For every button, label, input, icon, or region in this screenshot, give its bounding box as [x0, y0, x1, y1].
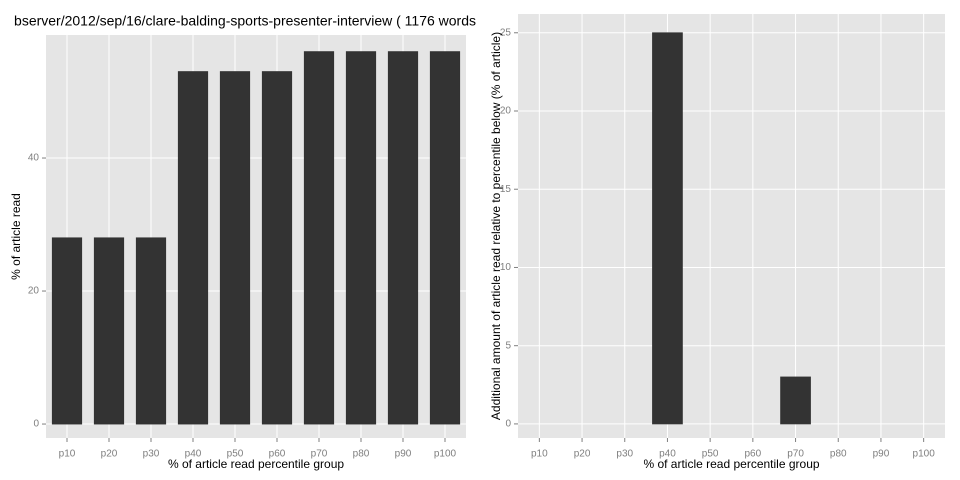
plot-background	[518, 14, 945, 438]
x-tick-label: p80	[353, 449, 370, 460]
x-tick-label: p40	[185, 449, 202, 460]
x-tick-label: p100	[913, 449, 936, 460]
x-axis-label: % of article read percentile group	[643, 457, 819, 471]
x-tick-label: p90	[395, 449, 412, 460]
bar	[177, 71, 209, 425]
x-tick-label: p30	[616, 449, 633, 460]
y-tick-label: 15	[500, 184, 512, 195]
bar	[93, 237, 125, 425]
y-axis-label: Additional amount of article read relati…	[489, 32, 503, 420]
x-tick-label: p60	[745, 449, 762, 460]
x-tick-label: p20	[101, 449, 118, 460]
bar	[135, 237, 167, 425]
bar	[303, 51, 335, 425]
bar	[219, 71, 251, 425]
x-tick-label: p10	[531, 449, 548, 460]
y-tick-label: 0	[33, 419, 39, 430]
bar	[429, 51, 461, 425]
x-tick-label: p10	[59, 449, 76, 460]
x-tick-label: p20	[574, 449, 591, 460]
x-tick-label: p30	[143, 449, 160, 460]
y-tick-label: 0	[505, 419, 511, 430]
y-tick-label: 40	[28, 153, 40, 164]
bar	[387, 51, 419, 425]
bar	[780, 376, 811, 425]
y-axis-label: % of article read	[9, 193, 23, 280]
chart-title: bserver/2012/sep/16/clare-balding-sports…	[14, 13, 476, 29]
bar	[51, 237, 83, 425]
x-tick-label: p70	[311, 449, 328, 460]
x-tick-label: p90	[873, 449, 890, 460]
bar	[345, 51, 377, 425]
x-tick-label: p60	[269, 449, 286, 460]
x-tick-label: p100	[434, 449, 457, 460]
x-tick-label: p40	[659, 449, 676, 460]
y-tick-label: 10	[500, 262, 512, 273]
x-tick-label: p50	[227, 449, 244, 460]
bar	[652, 32, 683, 425]
y-tick-label: 25	[500, 27, 512, 38]
y-tick-label: 20	[28, 286, 40, 297]
x-tick-label: p50	[702, 449, 719, 460]
x-tick-label: p70	[787, 449, 804, 460]
x-axis-label: % of article read percentile group	[168, 457, 344, 471]
x-tick-label: p80	[830, 449, 847, 460]
y-tick-label: 5	[505, 340, 511, 351]
bar	[261, 71, 293, 425]
y-tick-label: 20	[500, 106, 512, 117]
